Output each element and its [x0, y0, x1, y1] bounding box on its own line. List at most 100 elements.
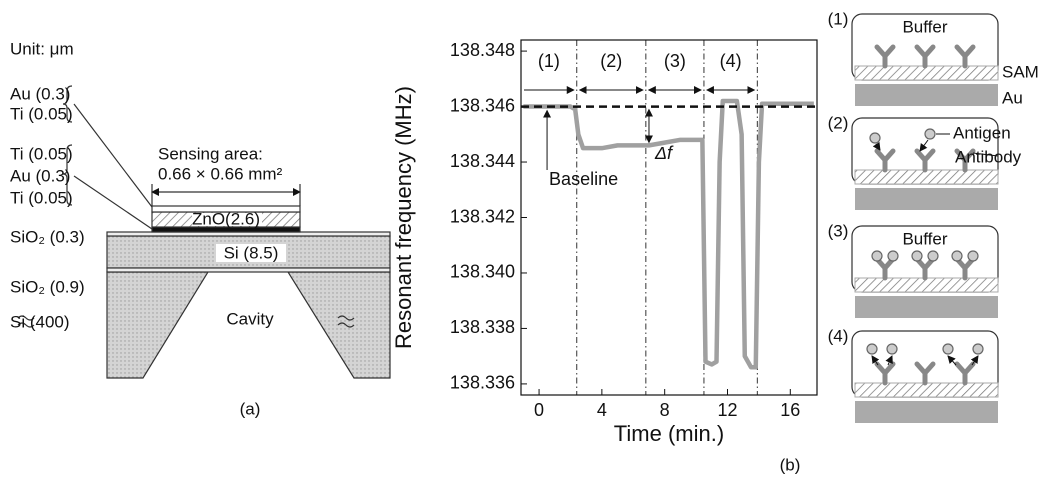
step-label: (1)	[828, 9, 849, 28]
si-leg	[286, 271, 391, 379]
antigen	[869, 132, 881, 144]
leader	[972, 152, 999, 157]
antigen	[972, 343, 984, 355]
antibody-label: Antibody	[955, 147, 1022, 166]
sam-layer	[854, 65, 999, 81]
sam-layer	[854, 169, 999, 185]
y-tick-label: 138.340	[450, 262, 515, 282]
sio2-layer	[106, 231, 391, 237]
au-layer	[855, 84, 998, 106]
y-tick-label: 138.344	[450, 151, 515, 171]
top-electrode	[151, 205, 301, 213]
layer-label: SiO₂ (0.3)	[10, 227, 85, 246]
leader	[73, 103, 153, 208]
plot-frame	[520, 39, 818, 396]
antibody	[874, 148, 896, 173]
layer-label: Si (400)	[10, 312, 70, 331]
antibody	[914, 44, 936, 69]
y-axis-label: Resonant frequency (MHz)	[391, 86, 416, 349]
cavity-label: Cavity	[226, 309, 274, 328]
step-label: (4)	[828, 326, 849, 345]
x-tick-label: 0	[534, 400, 544, 420]
zno-label: ZnO(2.6)	[192, 209, 260, 228]
leader	[73, 175, 153, 230]
annotation: Baseline	[549, 169, 618, 189]
bind-arrow	[919, 139, 929, 152]
release-arrow	[970, 355, 979, 366]
layer-label: Ti (0.05)	[10, 104, 73, 123]
y-tick-label: 138.336	[450, 373, 515, 393]
x-tick-label: 12	[717, 400, 737, 420]
antibody	[914, 361, 936, 386]
sam-layer	[854, 382, 999, 398]
step-diagrams: (1) (2) (3) (4) Buffer SAM Au Antigen Antibody Bu…	[828, 9, 1039, 423]
antibody	[954, 148, 976, 173]
x-tick-label: 8	[660, 400, 670, 420]
buffer-label: Buffer	[902, 17, 947, 36]
y-tick-label: 138.338	[450, 317, 515, 337]
antigen	[951, 250, 963, 262]
au-layer	[855, 188, 998, 210]
sam-label: SAM	[1002, 62, 1039, 81]
x-axis-label: Time (min.)	[614, 421, 724, 446]
release-arrow	[947, 355, 957, 366]
sio2-layer	[106, 267, 391, 273]
antibody	[874, 44, 896, 69]
region-label: (1)	[538, 51, 560, 71]
antigen	[942, 343, 954, 355]
layer-label: Au (0.3)	[10, 84, 70, 103]
region-label: (4)	[720, 51, 742, 71]
antibody	[954, 44, 976, 69]
caption: (b)	[780, 455, 801, 474]
caption: (a)	[240, 399, 261, 418]
antibody	[914, 148, 936, 173]
antigen	[871, 250, 883, 262]
release-arrow	[885, 355, 893, 366]
antigen	[967, 250, 979, 262]
label-bg	[216, 244, 286, 262]
step-label: (2)	[828, 113, 849, 132]
release-arrow	[871, 355, 880, 366]
sam-layer	[854, 277, 999, 293]
si-leg	[106, 271, 210, 379]
label-bg	[192, 213, 262, 226]
sensing-size: 0.66 × 0.66 mm²	[158, 164, 283, 183]
antibody	[874, 361, 896, 386]
y-tick-label: 138.348	[450, 40, 515, 60]
unit: Unit: μm	[10, 39, 74, 58]
data-line	[523, 98, 814, 370]
au-layer	[855, 401, 998, 423]
region-label: (2)	[600, 51, 622, 71]
antigen	[927, 250, 939, 262]
chart: (1) (2) (3) (4) Baseline Δf 138.336 138.338 138.…	[391, 39, 818, 446]
au-layer	[855, 296, 998, 318]
si-label: Si (8.5)	[224, 243, 279, 262]
bind-arrow	[872, 141, 881, 151]
layer-label: Ti (0.05)	[10, 188, 73, 207]
break-mark	[337, 315, 355, 328]
structure-diagram	[17, 85, 391, 379]
antigen	[911, 250, 923, 262]
y-tick-label: 138.346	[450, 95, 515, 115]
sensing-label: Sensing area:	[158, 144, 263, 163]
annotation: Δf	[654, 143, 674, 163]
buffer-label: Buffer	[902, 229, 947, 248]
antigen	[924, 128, 936, 140]
antigen-label: Antigen	[953, 123, 1011, 142]
step-label: (3)	[828, 221, 849, 240]
antigen	[887, 250, 899, 262]
region-label: (3)	[664, 51, 686, 71]
layer-label: SiO₂ (0.9)	[10, 277, 85, 296]
au-label: Au	[1002, 88, 1023, 107]
x-tick-label: 4	[597, 400, 607, 420]
antigen	[866, 343, 878, 355]
break-mark	[17, 315, 35, 328]
antigen	[886, 343, 898, 355]
x-tick-label: 16	[780, 400, 800, 420]
brace	[62, 144, 73, 206]
layer-label: Au (0.3)	[10, 166, 70, 185]
layer-label: Ti (0.05)	[10, 144, 73, 163]
brace	[62, 85, 73, 123]
